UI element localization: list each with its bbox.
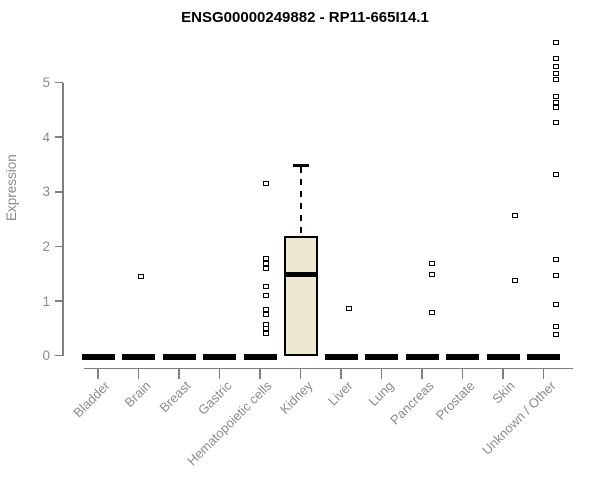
zero-bar: [365, 353, 398, 360]
y-tick: [55, 136, 63, 138]
outlier-point: [553, 64, 559, 70]
outlier-point: [262, 181, 269, 187]
zero-bar: [486, 353, 520, 360]
y-tick: [55, 191, 63, 193]
zero-bar: [162, 353, 196, 360]
outlier-point: [553, 257, 559, 263]
x-tick: [340, 367, 342, 379]
box: [283, 236, 318, 356]
outlier-point: [262, 321, 269, 327]
x-tick: [380, 367, 383, 379]
y-tick: [55, 245, 63, 248]
y-tick-label: 2: [42, 238, 50, 254]
x-tick: [137, 367, 140, 379]
x-tick: [218, 367, 221, 379]
x-axis-line: [84, 367, 573, 369]
outlier-point: [262, 293, 269, 299]
y-axis-line: [62, 82, 64, 356]
outlier-point: [428, 271, 435, 277]
outlier-point: [345, 305, 352, 311]
zero-bar: [324, 353, 358, 360]
chart-title: ENSG00000249882 - RP11-665I14.1: [181, 9, 429, 26]
y-tick-label: 4: [42, 129, 50, 145]
outlier-point: [511, 277, 518, 283]
y-tick-label: 5: [42, 75, 50, 91]
outlier-point: [138, 274, 144, 279]
outlier-point: [262, 283, 269, 289]
x-tick: [421, 367, 423, 379]
outlier-point: [553, 331, 559, 337]
outlier-point: [262, 255, 269, 261]
zero-bar: [243, 353, 277, 360]
outlier-point: [553, 119, 559, 125]
zero-bar: [203, 353, 236, 360]
outlier-point: [553, 71, 559, 77]
outlier-point: [553, 301, 559, 307]
outlier-point: [553, 39, 559, 45]
outlier-point: [428, 260, 435, 266]
x-tick: [259, 367, 261, 379]
outlier-point: [553, 55, 559, 61]
outlier-point: [553, 94, 559, 100]
outlier-point: [553, 172, 559, 178]
outlier-point: [262, 331, 269, 337]
y-tick-label: 0: [42, 348, 50, 364]
median-line: [283, 272, 318, 278]
x-tick: [542, 367, 545, 379]
x-tick: [97, 367, 99, 379]
y-axis-label: Expression: [4, 154, 19, 222]
outlier-point: [553, 273, 559, 279]
outlier-point: [262, 265, 269, 271]
outlier-point: [553, 76, 559, 82]
whisker: [299, 166, 302, 237]
x-tick: [461, 367, 464, 379]
outlier-point: [511, 212, 518, 218]
outlier-point: [428, 309, 435, 315]
outlier-point: [262, 260, 269, 266]
whisker-cap: [292, 163, 309, 167]
x-tick: [502, 367, 504, 379]
outlier-point: [262, 326, 269, 332]
x-tick: [178, 367, 180, 379]
outlier-point: [553, 100, 559, 106]
outlier-point: [262, 311, 269, 317]
y-tick-label: 3: [42, 184, 50, 200]
y-tick-label: 1: [42, 293, 50, 309]
zero-bar: [81, 353, 115, 360]
y-tick: [55, 354, 63, 357]
outlier-point: [553, 323, 559, 329]
zero-bar: [527, 353, 560, 360]
x-tick: [299, 367, 302, 379]
zero-bar: [446, 353, 479, 360]
y-tick: [55, 300, 63, 302]
y-tick: [55, 81, 63, 84]
outlier-point: [553, 105, 559, 111]
zero-bar: [122, 353, 155, 360]
zero-bar: [405, 353, 439, 360]
